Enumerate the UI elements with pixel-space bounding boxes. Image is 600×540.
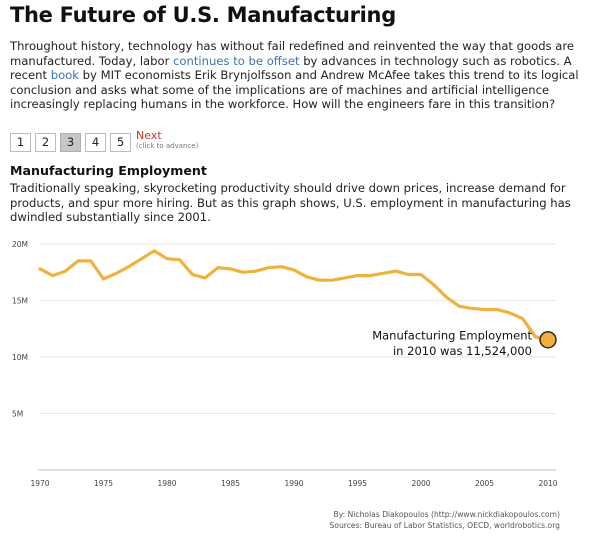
page-5-button[interactable]: 5	[110, 133, 131, 152]
endpoint-marker	[539, 331, 557, 349]
x-tick-label: 2005	[475, 479, 494, 488]
x-tick-label: 1975	[94, 479, 113, 488]
y-tick-label: 15M	[12, 297, 28, 306]
y-tick-label: 5M	[12, 410, 23, 419]
next-hint: (click to advance)	[136, 142, 199, 150]
page-3-button[interactable]: 3	[60, 133, 81, 152]
book-link[interactable]: book	[50, 68, 79, 83]
page-navigation: 1 2 3 4 5 Next (click to advance)	[10, 130, 198, 152]
next-control[interactable]: Next (click to advance)	[136, 130, 198, 152]
x-tick-label: 1995	[348, 479, 367, 488]
intro-text-3: by MIT economists Erik Brynjolfsson and …	[10, 68, 579, 112]
page-title: The Future of U.S. Manufacturing	[10, 3, 396, 27]
sources-line: Sources: Bureau of Labor Statistics, OEC…	[329, 521, 560, 530]
section-text: Traditionally speaking, skyrocketing pro…	[10, 181, 571, 225]
section-title: Manufacturing Employment	[10, 163, 207, 178]
x-tick-label: 1990	[284, 479, 303, 488]
next-link[interactable]: Next	[136, 129, 162, 142]
intro-text-2: by advances in technology such as roboti…	[10, 53, 572, 83]
page-2-button[interactable]: 2	[35, 133, 56, 152]
x-tick-label: 1980	[157, 479, 176, 488]
employment-chart: 5M 10M 15M 20M 1970 1975 1980 1985 1990 1995 2000 2…	[12, 240, 558, 488]
intro-paragraph: Throughout history, technology has witho…	[10, 39, 590, 112]
byline: By: Nicholas Diakopoulos (http://www.nic…	[333, 510, 560, 519]
page-1-button[interactable]: 1	[10, 133, 31, 152]
credits: By: Nicholas Diakopoulos (http://www.nic…	[329, 509, 560, 531]
page-4-button[interactable]: 4	[85, 133, 106, 152]
x-tick-label: 2010	[538, 479, 557, 488]
annotation-line-2: in 2010 was 11,524,000	[393, 344, 532, 358]
y-tick-label: 10M	[12, 353, 28, 362]
annotation-line-1: Manufacturing Employment	[372, 328, 532, 342]
x-tick-label: 1970	[30, 479, 49, 488]
y-tick-label: 20M	[12, 240, 28, 249]
x-tick-label: 1985	[221, 479, 240, 488]
intro-text-1: Throughout history, technology has witho…	[10, 39, 575, 68]
employment-series-line	[38, 249, 550, 342]
offset-link[interactable]: continues to be offset	[173, 53, 300, 68]
x-tick-label: 2000	[411, 479, 430, 488]
